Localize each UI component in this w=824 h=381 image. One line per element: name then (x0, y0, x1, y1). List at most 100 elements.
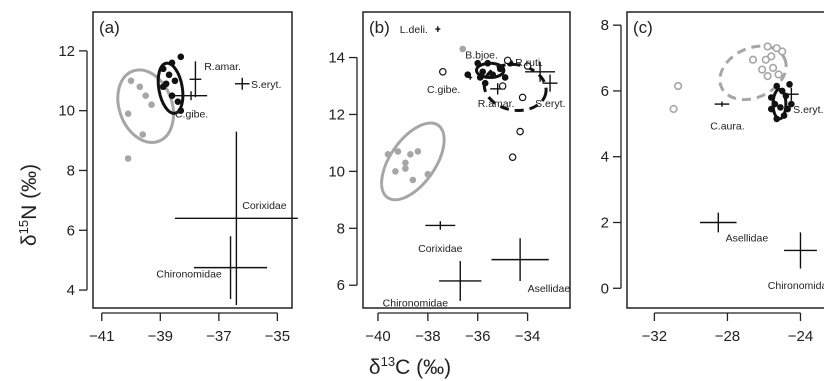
panel-label: (a) (99, 18, 120, 37)
y-tick-label: 14 (328, 50, 345, 67)
data-point (767, 105, 775, 113)
panel-label: (b) (369, 18, 390, 37)
data-point (159, 65, 167, 73)
data-point (174, 98, 182, 105)
data-point (124, 110, 132, 117)
taxon-label: Chironomidae (768, 280, 824, 292)
mean-sd-cross (491, 238, 549, 281)
y-tick-label: 12 (58, 43, 75, 60)
x-tick-label: −28 (715, 328, 740, 345)
data-point (476, 74, 484, 81)
taxon-label: B.bjoe. (465, 50, 498, 62)
taxon-label: Chironomidae (383, 297, 449, 309)
data-point (124, 155, 132, 162)
y-axis-title-delta: δ (18, 234, 41, 246)
taxon-label: Corixidae (242, 200, 287, 212)
data-point (439, 67, 447, 76)
taxon-label: Asellidae (726, 232, 769, 244)
taxon-label: L.deli. (400, 24, 428, 36)
data-point (771, 100, 779, 108)
plot-frame (92, 11, 293, 309)
data-point (168, 92, 176, 100)
taxon-label: Chironomidae (156, 269, 222, 281)
data-point (516, 127, 524, 136)
data-point (758, 65, 767, 74)
x-axis-title-text: C (‰) (395, 356, 451, 379)
sea-ellipse (156, 61, 185, 115)
data-point (177, 107, 185, 114)
data-point (784, 105, 791, 113)
data-point (763, 72, 772, 81)
y-tick-label: 10 (328, 163, 345, 180)
taxon-label: S.eryt. (535, 98, 565, 110)
x-axis-title-superscript: 13 (381, 354, 395, 369)
y-tick-label: 2 (601, 214, 609, 231)
data-point (142, 92, 149, 100)
plot-frame (362, 11, 571, 309)
sea-ellipse (482, 62, 548, 112)
data-point (484, 59, 491, 67)
data-point (384, 151, 392, 158)
mean-sd-cross (714, 101, 730, 107)
data-point (394, 148, 402, 155)
data-point (523, 62, 532, 70)
y-tick-label: 8 (67, 162, 75, 179)
data-point (171, 77, 179, 85)
y-tick-label: 8 (337, 220, 345, 237)
data-point (767, 94, 775, 101)
taxon-label: S.eryt. (251, 79, 281, 91)
data-point (669, 104, 678, 114)
data-point (148, 101, 155, 108)
data-point (508, 153, 517, 161)
data-point (165, 71, 173, 79)
data-point (459, 45, 467, 53)
mean-sd-cross (784, 232, 817, 269)
y-tick-label: 4 (601, 149, 609, 166)
data-point (177, 53, 185, 61)
x-tick-label: −36 (465, 328, 490, 345)
data-point (168, 59, 176, 67)
data-point (402, 165, 409, 172)
data-point (402, 159, 409, 167)
data-point (786, 81, 793, 88)
mean-sd-cross (234, 77, 250, 90)
mean-sd-cross (193, 236, 268, 300)
data-point (159, 83, 167, 91)
x-tick-label: −34 (515, 328, 540, 345)
sea-ellipse (718, 44, 788, 102)
mean-sd-cross (189, 61, 202, 98)
mean-sd-cross (439, 261, 482, 301)
y-axis-title: δ15N (‰) (16, 164, 41, 246)
data-point (503, 56, 512, 65)
y-tick-label: 4 (67, 282, 75, 299)
data-point (773, 82, 781, 90)
panel-label: (c) (633, 18, 653, 37)
taxon-label: C.gibe. (175, 109, 208, 121)
data-point (763, 42, 772, 51)
data-point (778, 47, 787, 56)
data-point (481, 79, 489, 87)
panel-a: (a) −41 −39 −37 −35 4 6 8 10 12 R.amar. S.eryt. C.gi… (58, 11, 298, 345)
data-point (479, 68, 487, 76)
x-axis-title-delta: δ (369, 356, 381, 379)
data-point (777, 104, 784, 111)
data-point (501, 74, 509, 81)
panel-c: (c) −32 −28 −24 0 2 4 6 8 C.aura. S.eryt. Asellidae… (601, 11, 824, 345)
data-point (788, 100, 795, 108)
data-point (674, 81, 683, 91)
x-tick-label: −39 (148, 328, 173, 345)
svg-text:δ13C (‰): δ13C (‰) (369, 354, 451, 379)
x-tick-label: −37 (206, 328, 231, 345)
data-point (464, 71, 472, 78)
data-point (782, 92, 790, 100)
mean-sd-cross (174, 91, 208, 101)
data-point (414, 148, 422, 155)
mean-sd-cross (425, 221, 456, 230)
svg-text:δ15N (‰): δ15N (‰) (16, 164, 41, 246)
taxon-label: Corixidae (418, 243, 463, 255)
data-point (474, 59, 482, 67)
x-tick-label: −41 (89, 328, 114, 345)
mean-sd-cross (525, 61, 556, 82)
mean-sd-cross (542, 74, 558, 92)
y-tick-label: 6 (67, 222, 75, 239)
